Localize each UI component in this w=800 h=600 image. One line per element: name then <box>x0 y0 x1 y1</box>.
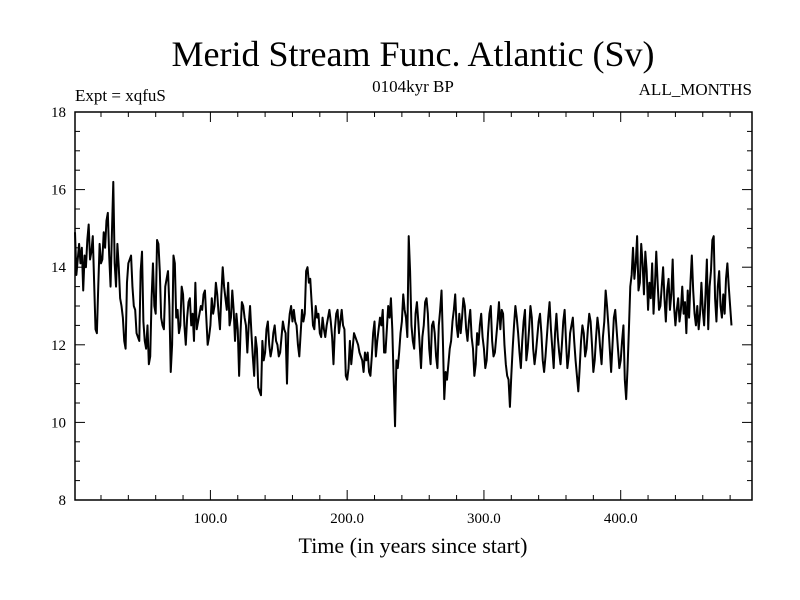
y-tick-label: 14 <box>51 260 67 276</box>
y-tick-labels: 8 10 12 14 16 18 <box>51 105 67 509</box>
period-label: 0104kyr BP <box>372 77 454 96</box>
months-label: ALL_MONTHS <box>639 80 752 99</box>
experiment-label: Expt = xqfuS <box>75 86 166 105</box>
x-tick-label: 400.0 <box>604 511 638 527</box>
x-tick-labels: 100.0 200.0 300.0 400.0 <box>194 511 638 527</box>
chart-title: Merid Stream Func. Atlantic (Sv) <box>172 34 655 74</box>
data-series-line <box>74 180 733 428</box>
x-axis-label: Time (in years since start) <box>299 533 528 558</box>
y-tick-label: 12 <box>51 338 66 354</box>
x-tick-label: 100.0 <box>194 511 228 527</box>
x-tick-label: 200.0 <box>330 511 364 527</box>
y-tick-label: 18 <box>51 105 66 121</box>
x-tick-label: 300.0 <box>467 511 501 527</box>
axis-ticks <box>75 111 752 501</box>
plot-frame <box>74 111 753 501</box>
y-tick-label: 10 <box>51 415 66 431</box>
y-tick-label: 16 <box>51 183 67 199</box>
y-tick-label: 8 <box>59 493 67 509</box>
